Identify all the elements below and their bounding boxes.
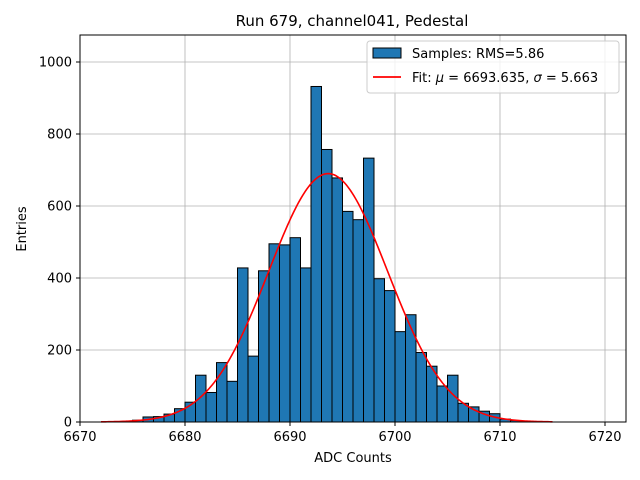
- grid-lines: [79, 35, 626, 423]
- histogram-bars: [111, 85, 543, 423]
- histogram-bar: [436, 385, 448, 423]
- histogram-bar: [342, 210, 354, 423]
- histogram-bar: [279, 244, 291, 423]
- x-axis-label: ADC Counts: [314, 451, 392, 466]
- x-tick-label: 6670: [63, 430, 96, 445]
- histogram-bar: [321, 148, 333, 423]
- legend: Samples: RMS=5.86 Fit: μ = 6693.635, σ =…: [366, 40, 620, 94]
- x-tick-label: 6690: [273, 430, 306, 445]
- x-tick-label: 6710: [483, 430, 516, 445]
- histogram-bar: [300, 267, 312, 423]
- chart-title: Run 679, channel041, Pedestal: [236, 12, 469, 30]
- histogram-bar: [331, 177, 343, 423]
- histogram-bar: [268, 243, 280, 423]
- y-tick-label: 400: [47, 272, 72, 287]
- histogram-bar: [247, 355, 259, 423]
- legend-fit-sigma-value: = 5.663: [542, 71, 598, 86]
- histogram-bar: [363, 157, 375, 423]
- y-tick-label: 0: [64, 416, 72, 431]
- histogram-bar: [310, 85, 322, 423]
- plot-frame: [79, 34, 627, 423]
- y-axis-label: Entries: [15, 206, 30, 252]
- legend-fit-prefix: Fit:: [412, 71, 436, 86]
- y-axis-ticks: 0 200 400 600 800 1000: [39, 56, 80, 431]
- legend-fit-sigma-symbol: σ: [534, 71, 543, 86]
- histogram-bar: [195, 374, 207, 423]
- histogram-bar: [384, 290, 396, 423]
- x-axis-ticks: 6670 6680 6690 6700 6710 6720: [63, 422, 622, 445]
- histogram-bar: [226, 380, 238, 423]
- x-tick-label: 6680: [168, 430, 201, 445]
- legend-fit-label: Fit: μ = 6693.635, σ = 5.663: [412, 71, 598, 86]
- fit-curve: [100, 172, 553, 423]
- legend-histogram-swatch: [372, 47, 402, 59]
- x-tick-label: 6700: [378, 430, 411, 445]
- y-tick-label: 1000: [39, 56, 72, 71]
- histogram-bar: [205, 391, 217, 423]
- histogram-bar: [289, 237, 301, 423]
- histogram-bar: [415, 352, 427, 423]
- histogram-bar: [394, 331, 406, 423]
- legend-box: [366, 40, 620, 94]
- histogram-bar: [373, 278, 385, 423]
- histogram-bar: [352, 219, 364, 423]
- legend-fit-mu-symbol: μ: [435, 71, 444, 86]
- y-tick-label: 800: [47, 128, 72, 143]
- legend-histogram-label: Samples: RMS=5.86: [412, 47, 544, 62]
- y-tick-label: 600: [47, 200, 72, 215]
- y-tick-label: 200: [47, 344, 72, 359]
- histogram-bar: [237, 267, 249, 423]
- legend-fit-mu-value: = 6693.635,: [444, 71, 533, 86]
- histogram-bar: [405, 314, 417, 423]
- x-tick-label: 6720: [588, 430, 621, 445]
